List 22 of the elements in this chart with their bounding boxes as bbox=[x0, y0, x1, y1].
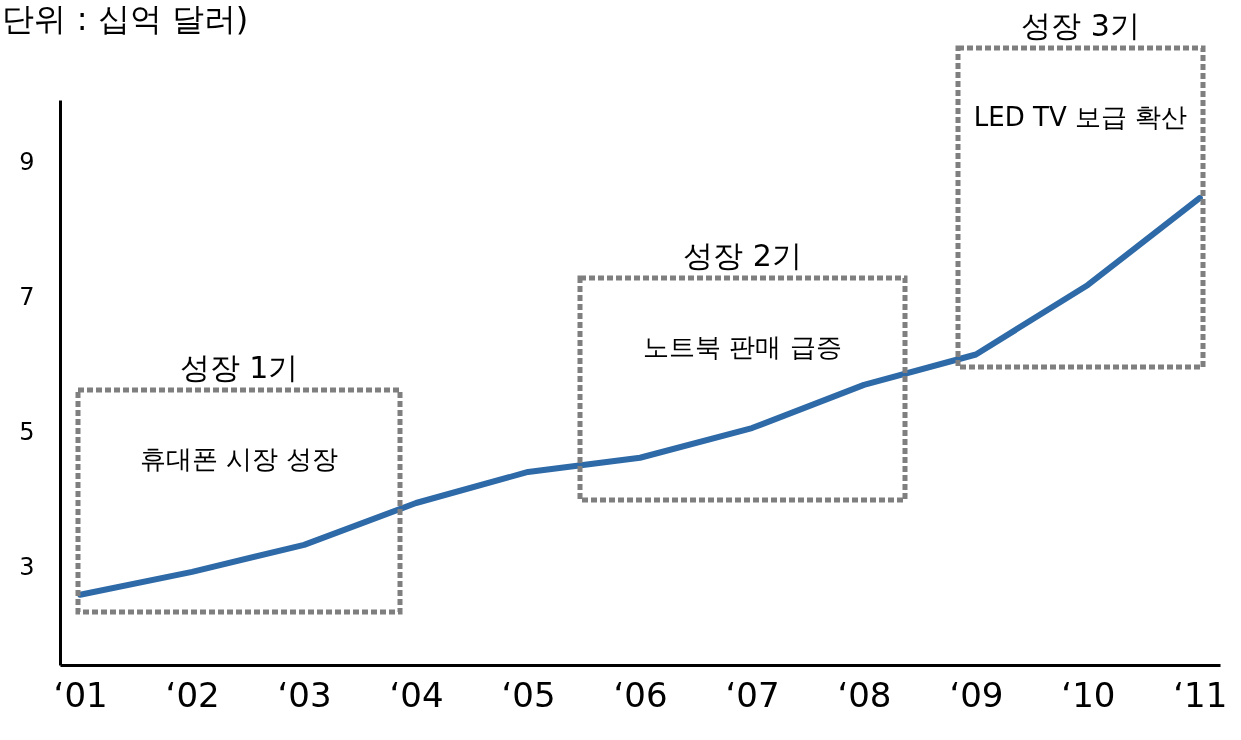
y-tick-label: 5 bbox=[19, 418, 35, 447]
x-tick-label: ‘05 bbox=[501, 674, 556, 715]
x-tick-label: ‘06 bbox=[613, 674, 668, 715]
x-tick-label: ‘09 bbox=[949, 674, 1004, 715]
y-tick-label: 9 bbox=[19, 148, 35, 177]
annotation: 노트북 판매 급증 bbox=[643, 332, 842, 362]
x-tick-label: ‘10 bbox=[1061, 674, 1116, 715]
x-tick-label: ‘07 bbox=[725, 674, 780, 715]
x-tick-label: ‘11 bbox=[1173, 674, 1228, 715]
x-tick-label: ‘08 bbox=[837, 674, 892, 715]
annotation: 성장 2기 bbox=[683, 238, 802, 273]
x-tick-label: ‘02 bbox=[165, 674, 220, 715]
annotation: 성장 1기 bbox=[179, 350, 299, 385]
annotation: LED TV 보급 확산 bbox=[973, 102, 1188, 132]
text: 성장 3기 bbox=[1021, 8, 1140, 43]
y-tick-label: 3 bbox=[19, 553, 35, 582]
annotation: 휴대폰 시장 성장 bbox=[139, 444, 339, 474]
x-tick-label: ‘03 bbox=[277, 674, 332, 715]
x-tick-label: ‘01 bbox=[53, 674, 108, 715]
x-tick-label: ‘04 bbox=[389, 674, 444, 715]
y-tick-label: 7 bbox=[19, 283, 35, 312]
chart-title: (단위 : 십억 달러) bbox=[0, 0, 249, 38]
